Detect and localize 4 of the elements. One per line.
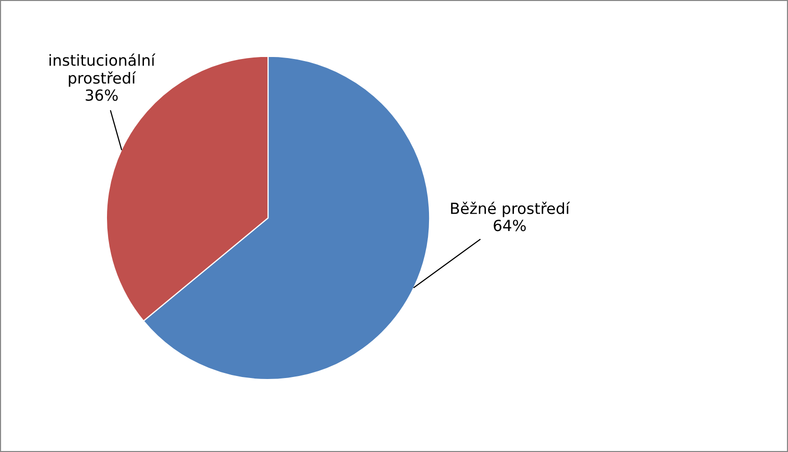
data-label: 36% bbox=[86, 89, 118, 101]
slice-label: institucionální prostředí bbox=[50, 53, 156, 87]
data-label: 64% bbox=[494, 220, 526, 232]
slice-label: Běžné prostředí bbox=[451, 202, 570, 218]
